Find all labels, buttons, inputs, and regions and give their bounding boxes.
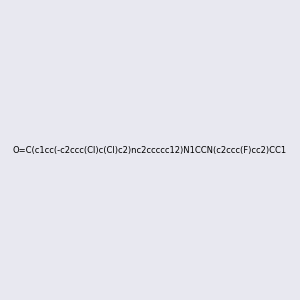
Text: O=C(c1cc(-c2ccc(Cl)c(Cl)c2)nc2ccccc12)N1CCN(c2ccc(F)cc2)CC1: O=C(c1cc(-c2ccc(Cl)c(Cl)c2)nc2ccccc12)N1…: [13, 146, 287, 154]
